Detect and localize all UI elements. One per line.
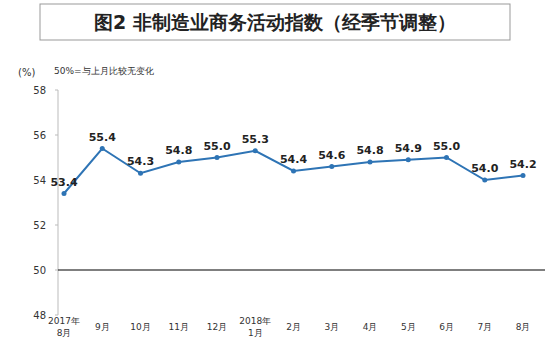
point <box>253 148 258 153</box>
data-label: 53.4 <box>50 176 77 189</box>
y-tick-label: 52 <box>33 220 46 231</box>
x-tick-label: 7月 <box>477 322 492 332</box>
data-label: 54.0 <box>471 162 498 175</box>
y-tick-label: 54 <box>33 175 46 186</box>
y-tick-label: 56 <box>33 130 46 141</box>
y-tick <box>55 270 58 271</box>
reference-line <box>58 269 545 270</box>
data-label: 54.3 <box>127 155 154 168</box>
y-unit: (%) <box>18 67 35 78</box>
x-tick-label: 10月 <box>130 322 150 332</box>
point <box>138 171 143 176</box>
point <box>100 146 105 151</box>
data-label: 55.0 <box>433 140 460 153</box>
point <box>291 169 296 174</box>
x-tick-label: 6月 <box>439 322 454 332</box>
y-tick <box>55 135 58 136</box>
x-tick-label: 11月 <box>169 322 189 332</box>
point <box>368 160 373 165</box>
chart: 图2 非制造业商务活动指数（经季节调整） (%) 50%=与上月比较无变化 48 50 5… <box>0 0 550 358</box>
data-label: 54.8 <box>165 144 192 157</box>
data-label: 55.4 <box>89 131 116 144</box>
x-tick-label: 2018年1月 <box>239 316 271 338</box>
title: 图2 非制造业商务活动指数（经季节调整） <box>94 11 456 33</box>
point <box>62 191 67 196</box>
point <box>215 155 220 160</box>
data-label: 54.8 <box>356 144 383 157</box>
x-tick-label: 4月 <box>363 322 378 332</box>
title-box <box>40 4 510 40</box>
data-label: 54.9 <box>395 142 422 155</box>
point <box>329 164 334 169</box>
annotation: 50%=与上月比较无变化 <box>54 66 154 76</box>
y-axis-line <box>58 90 59 315</box>
x-tick-label: 12月 <box>207 322 227 332</box>
x-tick-label: 2017年8月 <box>48 316 80 338</box>
point <box>406 157 411 162</box>
plot-area <box>62 146 526 196</box>
x-tick-label: 9月 <box>95 322 110 332</box>
data-label: 55.0 <box>203 140 230 153</box>
y-tick <box>55 90 58 91</box>
point <box>176 160 181 165</box>
y-tick-label: 50 <box>33 265 46 276</box>
x-tick-label: 3月 <box>324 322 339 332</box>
y-tick-label: 48 <box>33 310 46 321</box>
x-tick-label: 8月 <box>516 322 531 332</box>
point <box>444 155 449 160</box>
line <box>64 149 523 194</box>
x-tick-label: 5月 <box>401 322 416 332</box>
data-label: 54.6 <box>318 149 345 162</box>
y-tick <box>55 225 58 226</box>
data-label: 54.2 <box>509 158 536 171</box>
y-tick-label: 58 <box>33 85 46 96</box>
point <box>521 173 526 178</box>
data-label: 54.4 <box>280 153 307 166</box>
data-label: 55.3 <box>242 133 269 146</box>
x-tick-label: 2月 <box>286 322 301 332</box>
point <box>482 178 487 183</box>
